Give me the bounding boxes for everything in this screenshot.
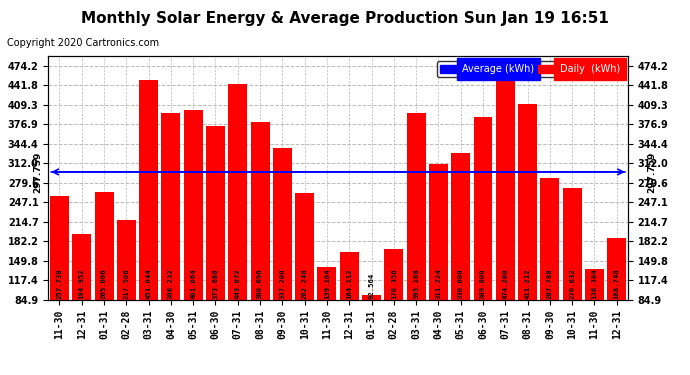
Bar — [362, 296, 381, 351]
Text: 396.232: 396.232 — [168, 269, 174, 299]
Text: 257.738: 257.738 — [57, 269, 63, 299]
Text: 373.688: 373.688 — [213, 269, 219, 299]
Text: 297.759: 297.759 — [33, 151, 43, 193]
Bar — [228, 84, 247, 351]
Text: 136.384: 136.384 — [591, 269, 598, 299]
Text: Copyright 2020 Cartronics.com: Copyright 2020 Cartronics.com — [7, 38, 159, 48]
Bar — [50, 196, 69, 351]
Bar — [607, 237, 627, 351]
Text: 92.564: 92.564 — [368, 273, 375, 299]
Text: 311.224: 311.224 — [435, 269, 442, 299]
Bar — [518, 104, 537, 351]
Bar — [585, 269, 604, 351]
Text: 217.506: 217.506 — [124, 269, 129, 299]
Text: 188.748: 188.748 — [613, 269, 620, 299]
Bar — [161, 112, 180, 351]
Text: 164.112: 164.112 — [346, 269, 353, 299]
Text: 194.952: 194.952 — [79, 269, 85, 299]
Bar — [273, 148, 292, 351]
Text: 337.200: 337.200 — [279, 269, 286, 299]
Text: 139.104: 139.104 — [324, 269, 330, 299]
Bar — [451, 153, 470, 351]
Bar — [206, 126, 225, 351]
Bar — [317, 267, 337, 351]
Text: 401.064: 401.064 — [190, 269, 196, 299]
Bar — [139, 80, 158, 351]
Text: 170.356: 170.356 — [391, 269, 397, 299]
Legend: Average (kWh), Daily  (kWh): Average (kWh), Daily (kWh) — [437, 61, 623, 77]
Bar — [540, 178, 560, 351]
Bar — [406, 113, 426, 351]
Text: 443.072: 443.072 — [235, 269, 241, 299]
Bar — [72, 234, 91, 351]
Bar — [563, 188, 582, 351]
Text: 474.200: 474.200 — [502, 269, 509, 299]
Bar — [496, 66, 515, 351]
Text: 451.044: 451.044 — [146, 269, 152, 299]
Text: 380.696: 380.696 — [257, 269, 263, 299]
Bar — [429, 164, 448, 351]
Bar — [117, 220, 136, 351]
Text: 411.212: 411.212 — [524, 269, 531, 299]
Text: 287.788: 287.788 — [547, 269, 553, 299]
Text: 265.006: 265.006 — [101, 269, 107, 299]
Bar — [384, 249, 404, 351]
Text: 330.000: 330.000 — [457, 269, 464, 299]
Text: 262.248: 262.248 — [302, 269, 308, 299]
Text: 270.632: 270.632 — [569, 269, 575, 299]
Text: Monthly Solar Energy & Average Production Sun Jan 19 16:51: Monthly Solar Energy & Average Productio… — [81, 11, 609, 26]
Text: 297.759: 297.759 — [647, 151, 657, 193]
Bar — [295, 193, 314, 351]
Text: 395.168: 395.168 — [413, 269, 419, 299]
Bar — [250, 122, 270, 351]
Bar — [184, 110, 203, 351]
Bar — [339, 252, 359, 351]
Text: 389.800: 389.800 — [480, 269, 486, 299]
Bar — [95, 192, 114, 351]
Bar — [473, 117, 493, 351]
